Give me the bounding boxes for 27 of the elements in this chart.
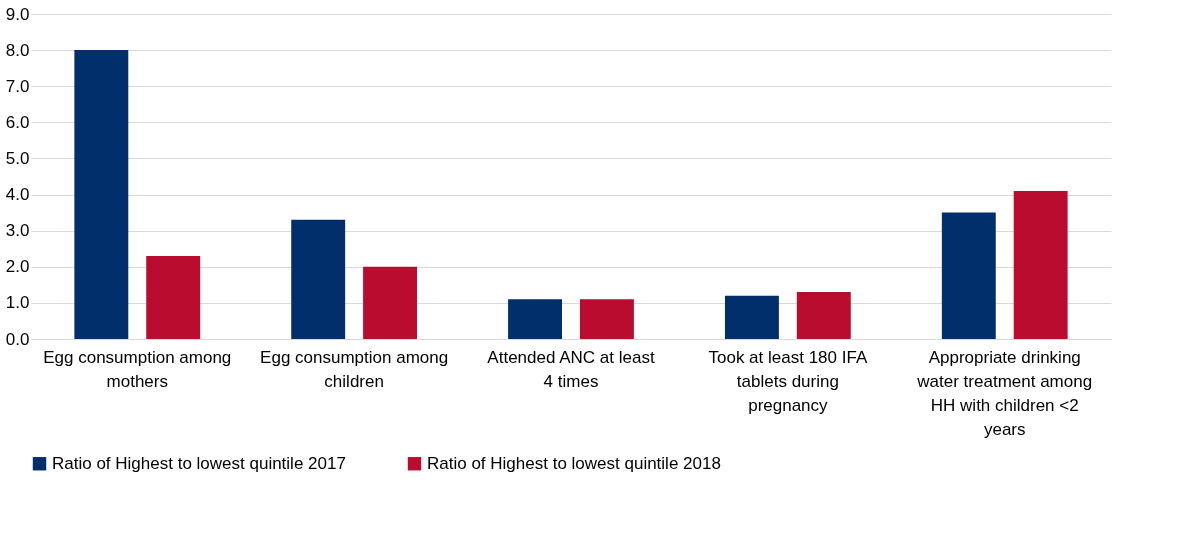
bar (1013, 190, 1068, 339)
y-tick-label: 6.0 (5, 112, 30, 132)
bar (508, 299, 563, 339)
bar (724, 295, 779, 339)
y-tick-label: 8.0 (5, 40, 30, 60)
y-tick-label: 7.0 (5, 76, 30, 96)
x-tick-label: Attended ANC at least 4 times (487, 347, 655, 391)
y-tick-label: 0.0 (5, 329, 30, 349)
y-tick-label: 5.0 (5, 148, 30, 168)
bar (579, 299, 634, 339)
legend-label: Ratio of Highest to lowest quintile 2018 (427, 453, 721, 473)
y-tick-label: 9.0 (5, 4, 30, 24)
bar (941, 212, 996, 339)
bar (363, 266, 418, 339)
x-tick-label: Appropriate drinking water treatment among HH with children <2 years (916, 347, 1093, 439)
x-tick-label: Took at least 180 IFA tablets during pregnancy (708, 347, 868, 415)
legend-label: Ratio of Highest to lowest quintile 2017 (52, 453, 346, 473)
bar (291, 219, 346, 339)
y-tick-label: 1.0 (5, 293, 30, 313)
bar (146, 255, 201, 339)
y-tick-label: 3.0 (5, 221, 30, 241)
bar (74, 50, 129, 339)
x-tick-label: Egg consumption among children (260, 347, 449, 391)
bar (796, 292, 851, 339)
y-tick-label: 2.0 (5, 257, 30, 277)
x-tick-label: Egg consumption among mothers (43, 347, 232, 391)
y-tick-label: 4.0 (5, 185, 30, 205)
